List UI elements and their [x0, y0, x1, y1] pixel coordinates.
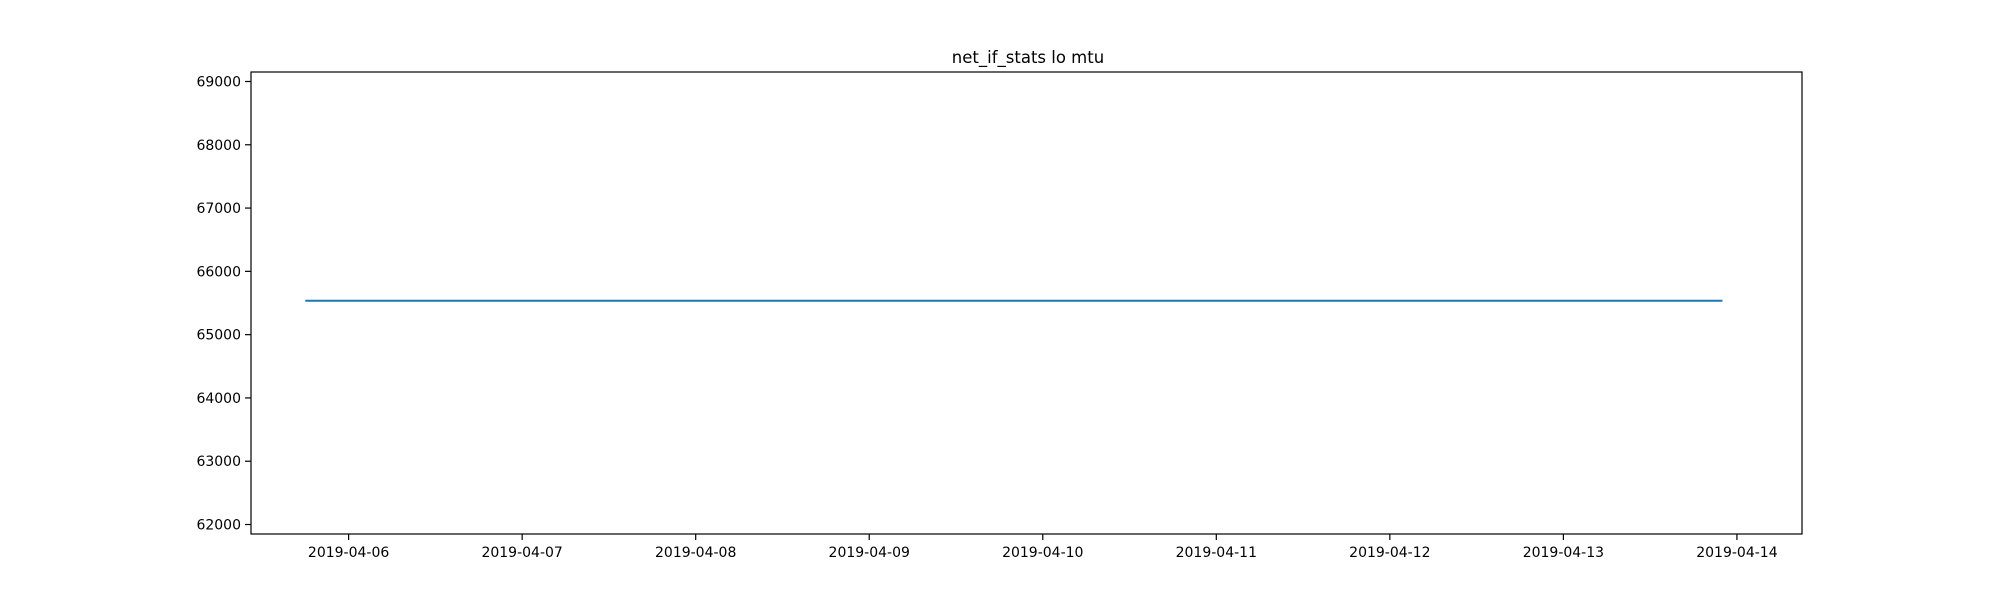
y-tick-label: 67000: [196, 201, 241, 217]
axes-frame: [250, 71, 1803, 535]
y-tick-label: 68000: [196, 138, 241, 154]
y-tick-label: 64000: [196, 391, 241, 407]
x-tick-label: 2019-04-09: [829, 545, 910, 561]
plot-area: 62000 63000 64000 65000 66000 67000 68000 69000…: [196, 71, 1803, 561]
y-tick-label: 69000: [196, 74, 241, 90]
chart-title: net_if_stats lo mtu: [952, 48, 1104, 68]
x-tick-label: 2019-04-07: [481, 545, 562, 561]
x-tick-label: 2019-04-13: [1523, 545, 1604, 561]
x-tick-label: 2019-04-08: [655, 545, 736, 561]
x-tick-label: 2019-04-12: [1349, 545, 1430, 561]
x-tick-label: 2019-04-14: [1696, 545, 1777, 561]
y-tick-label: 65000: [196, 328, 241, 344]
x-tick-label: 2019-04-11: [1176, 545, 1257, 561]
y-tick-label: 63000: [196, 454, 241, 470]
y-tick-label: 66000: [196, 264, 241, 280]
x-tick-label: 2019-04-10: [1002, 545, 1083, 561]
x-tick-label: 2019-04-06: [308, 545, 389, 561]
y-tick-label: 62000: [196, 518, 241, 534]
